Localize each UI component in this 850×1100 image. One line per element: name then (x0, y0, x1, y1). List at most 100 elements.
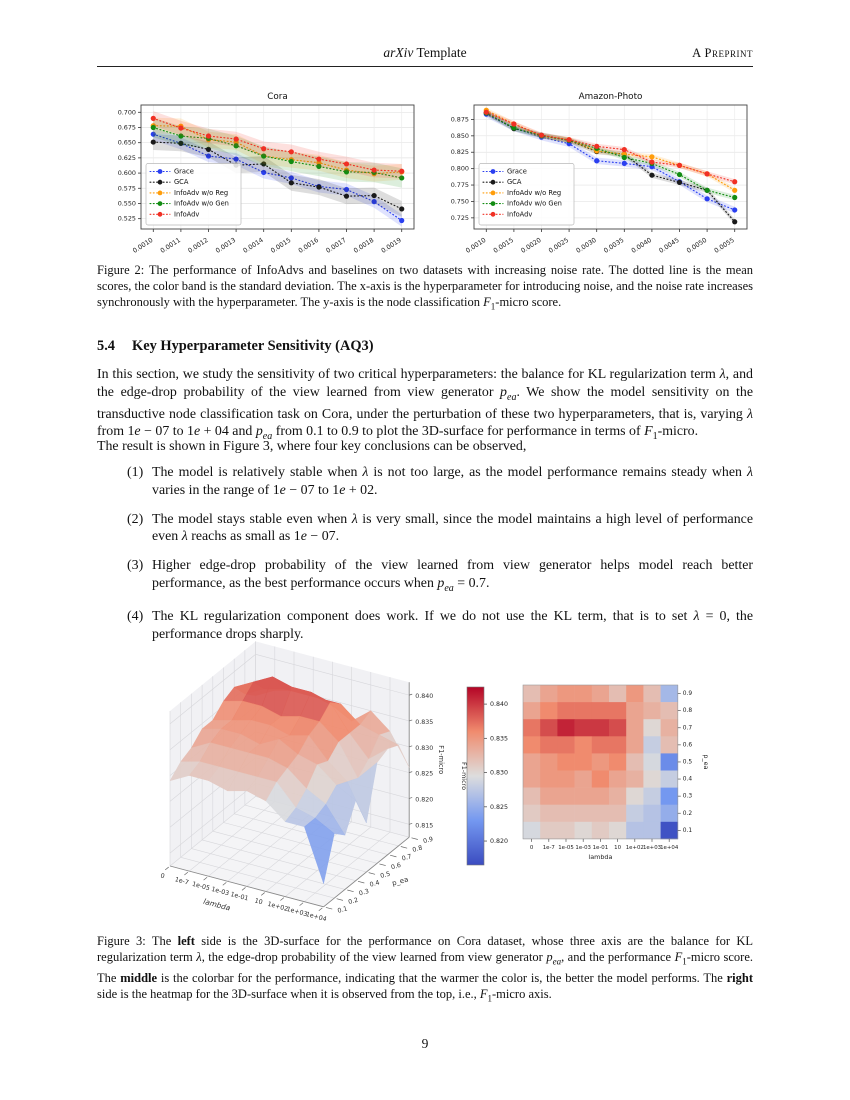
running-title: arXiv Template (383, 45, 467, 60)
list-item-text: The KL regularization component does wor… (152, 609, 753, 642)
svg-text:F1-micro: F1-micro (460, 762, 468, 790)
svg-text:0.820: 0.820 (415, 796, 433, 803)
axis-labels: 0 1e-7 1e-05 1e-03 1e-01 10 1e+021e+031e+040.1… (160, 693, 446, 923)
list-item-number: (4) (127, 609, 144, 625)
svg-text:1e-05: 1e-05 (558, 845, 574, 851)
list-item-number: (2) (127, 511, 144, 527)
svg-text:InfoAdv: InfoAdv (507, 210, 532, 218)
svg-text:0.7: 0.7 (401, 853, 412, 862)
list-item: (1) The model is relatively stable when … (127, 464, 753, 499)
conclusions-list: (1) The model is relatively stable when … (127, 464, 753, 655)
svg-text:0.9: 0.9 (683, 691, 693, 697)
svg-text:10: 10 (254, 897, 264, 906)
svg-text:0.1: 0.1 (337, 905, 348, 914)
svg-text:1e+03: 1e+03 (643, 845, 661, 851)
svg-text:p_ea: p_ea (702, 754, 710, 769)
svg-text:GCA: GCA (174, 178, 189, 186)
svg-text:0.3: 0.3 (358, 888, 369, 897)
svg-text:10: 10 (614, 845, 621, 851)
svg-text:lambda: lambda (202, 897, 232, 913)
svg-text:1e-7: 1e-7 (174, 876, 190, 886)
colorbar-bar: 0.820 0.825 0.830 0.835 0.840 F1-micro (460, 686, 508, 866)
svg-text:0.830: 0.830 (490, 770, 508, 777)
axis-lines (169, 682, 410, 908)
heatmap-plot: 0.90.80.70.60.50.40.30.20.10 1e-7 1e-05 1e-… (522, 684, 710, 861)
svg-text:0.2: 0.2 (683, 811, 693, 817)
legend: Grace GCA InfoAdv w/o Reg InfoAdv w/o Gen In… (478, 163, 575, 226)
svg-text:Grace: Grace (174, 168, 194, 176)
svg-text:1e-03: 1e-03 (210, 886, 229, 897)
svg-text:0.835: 0.835 (490, 735, 508, 742)
figure3: 0 1e-7 1e-05 1e-03 1e-01 10 1e+02 1e+03 1e+04 0.1… (97, 641, 753, 933)
svg-text:0.825: 0.825 (415, 771, 433, 778)
svg-text:0.815: 0.815 (415, 822, 433, 829)
svg-text:0.550: 0.550 (118, 199, 136, 207)
svg-text:0.775: 0.775 (451, 181, 469, 189)
svg-text:F1-micro: F1-micro (437, 745, 445, 774)
series-GCA (150, 134, 405, 217)
heatmap-grid (522, 684, 679, 840)
svg-text:GCA: GCA (507, 178, 522, 186)
svg-text:0.875: 0.875 (451, 115, 469, 123)
svg-text:0.575: 0.575 (118, 184, 136, 192)
svg-text:0.3: 0.3 (683, 794, 693, 800)
svg-text:Amazon-Photo: Amazon-Photo (579, 92, 643, 102)
svg-text:1e-01: 1e-01 (593, 845, 609, 851)
svg-text:0.825: 0.825 (490, 804, 508, 811)
svg-text:0.6: 0.6 (683, 742, 693, 748)
section-heading: 5.4 Key Hyperparameter Sensitivity (AQ3) (97, 338, 374, 355)
svg-text:0.525: 0.525 (118, 215, 136, 223)
svg-text:InfoAdv w/o Reg: InfoAdv w/o Reg (174, 189, 228, 197)
svg-text:0.650: 0.650 (118, 139, 136, 147)
svg-text:0.840: 0.840 (490, 701, 508, 708)
svg-text:1e-7: 1e-7 (543, 845, 555, 851)
svg-text:1e+04: 1e+04 (660, 845, 679, 851)
preprint-label: A Preprint (692, 46, 753, 60)
header-rule (97, 66, 753, 67)
svg-text:0.1: 0.1 (683, 828, 693, 834)
list-item: (2) The model stays stable even when λ i… (127, 511, 753, 546)
figure2: 0.525 0.550 0.575 0.600 0.625 0.650 0.675 0.700… (97, 90, 753, 256)
svg-text:0.725: 0.725 (451, 214, 469, 222)
section-number: 5.4 (97, 338, 115, 354)
cora-line-chart: 0.525 0.550 0.575 0.600 0.625 0.650 0.675 0.700… (97, 90, 420, 256)
list-item-text: The model is relatively stable when λ is… (152, 465, 754, 498)
svg-text:InfoAdv w/o Gen: InfoAdv w/o Gen (174, 200, 229, 208)
paragraph-2: The result is shown in Figure 3, where f… (97, 439, 527, 454)
surface-mesh (169, 676, 410, 885)
colorbar: 0.820 0.825 0.830 0.835 0.840 F1-micro (460, 686, 508, 866)
page-number: 9 (421, 1036, 429, 1051)
svg-text:1e+04: 1e+04 (305, 911, 327, 923)
svg-text:0.4: 0.4 (369, 879, 380, 888)
svg-text:0.700: 0.700 (118, 108, 136, 116)
svg-text:p_ea: p_ea (391, 875, 409, 887)
svg-text:0.5: 0.5 (380, 871, 391, 880)
svg-text:0.9: 0.9 (422, 836, 433, 845)
paragraph-1: In this section, we study the sensitivit… (97, 367, 753, 443)
svg-text:0: 0 (530, 845, 534, 851)
list-item: (4) The KL regularization component does… (127, 608, 753, 643)
list-item-number: (1) (127, 465, 144, 480)
heatmap-labels: 0.90.80.70.60.50.40.30.20.10 1e-7 1e-05 1e-… (530, 691, 710, 861)
svg-text:0.850: 0.850 (451, 132, 469, 140)
svg-text:0.675: 0.675 (118, 123, 136, 131)
figure2-caption: Figure 2: The performance of InfoAdvs an… (97, 263, 753, 312)
svg-text:0.8: 0.8 (412, 845, 423, 854)
svg-text:1e-01: 1e-01 (230, 891, 249, 902)
svg-text:0.830: 0.830 (415, 745, 433, 752)
svg-text:0.2: 0.2 (348, 897, 359, 906)
svg-text:0.800: 0.800 (451, 165, 469, 173)
content-column: arXiv Template A Preprint 0.525 0.550 0.57… (97, 0, 753, 1100)
svg-text:1e-05: 1e-05 (191, 881, 210, 892)
svg-text:0.750: 0.750 (451, 197, 469, 205)
svg-text:Grace: Grace (507, 168, 527, 176)
svg-text:0.6: 0.6 (390, 862, 401, 871)
series-InfoAdv (150, 111, 405, 179)
list-item-text: The model stays stable even when λ is ve… (152, 511, 753, 545)
svg-text:0: 0 (160, 872, 166, 880)
3d-surface-plot: 0 1e-7 1e-05 1e-03 1e-01 10 1e+021e+031e+040.1… (160, 641, 446, 923)
svg-text:0.8: 0.8 (683, 708, 693, 714)
svg-text:lambda: lambda (588, 853, 612, 861)
amazon-photo-line-chart: 0.7250.7500.7750.8000.8250.8500.8750.001… (430, 90, 753, 256)
svg-text:0.7: 0.7 (683, 725, 693, 731)
